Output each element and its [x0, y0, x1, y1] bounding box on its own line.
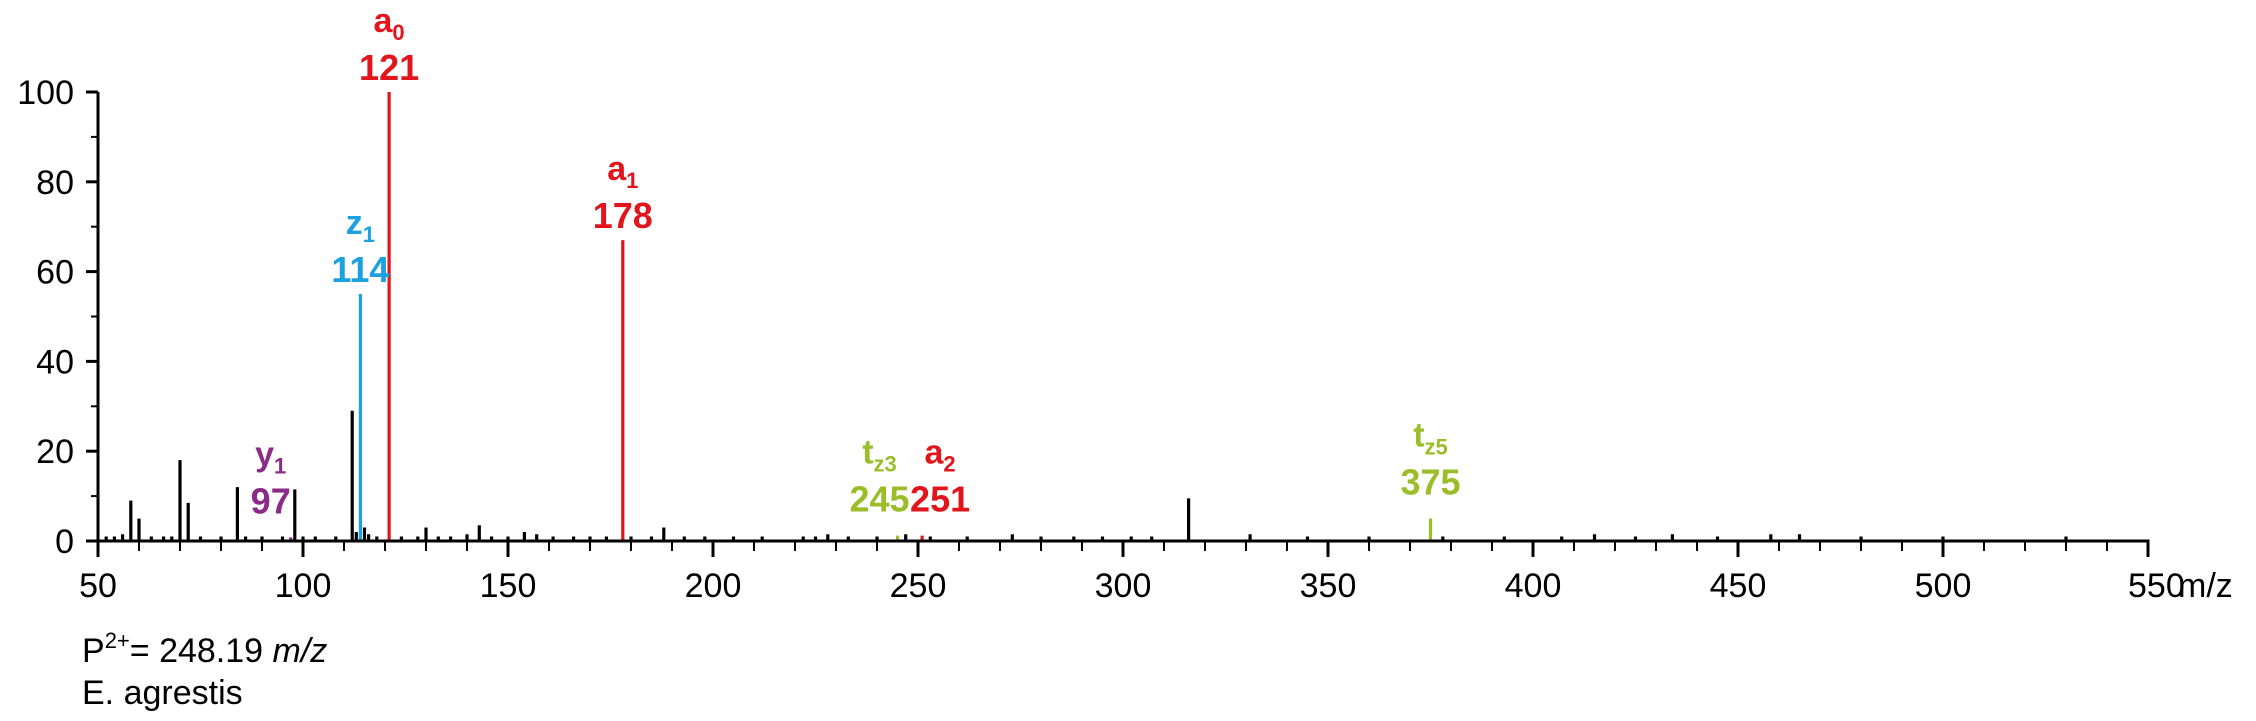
precursor-prefix: P: [82, 632, 105, 670]
ion-name: a2: [925, 434, 956, 477]
ion-mz-value: 97: [251, 480, 291, 521]
y-tick-label: 20: [36, 433, 74, 471]
ion-name: tz5: [1413, 417, 1448, 460]
ion-mz-value: 245: [849, 479, 909, 520]
ion-mz-value: 121: [359, 47, 419, 88]
labeled-peaks-layer: [289, 92, 1433, 541]
ion-mz-value: 178: [593, 195, 653, 236]
x-tick-label: 500: [1915, 567, 1972, 605]
axes-layer: 0 20 40 60 80 100 50 100 150 200 250 300 350 400 450 50…: [17, 74, 2233, 605]
peaks-layer: [104, 410, 2068, 541]
x-tick-label: 100: [275, 567, 332, 605]
ion-mz-value: 251: [910, 479, 970, 520]
x-tick-label: 550: [2128, 567, 2185, 605]
y-tick-label: 0: [55, 523, 74, 561]
x-axis-unit: m/z: [2178, 567, 2233, 605]
x-tick-label: 300: [1095, 567, 1152, 605]
x-tick-label: 400: [1505, 567, 1562, 605]
ion-name: a0: [374, 2, 405, 45]
x-tick-label: 250: [890, 567, 947, 605]
x-tick-label: 350: [1300, 567, 1357, 605]
y-tick-label: 80: [36, 164, 74, 202]
species-note: E. agrestis: [82, 674, 243, 712]
ion-mz-value: 375: [1400, 462, 1460, 503]
y-tick-label: 60: [36, 254, 74, 292]
precursor-unit: m/z: [272, 632, 328, 670]
ion-name: a1: [607, 150, 638, 193]
x-tick-label: 450: [1710, 567, 1767, 605]
ion-name: tz3: [862, 434, 897, 477]
x-tick-label: 50: [79, 567, 117, 605]
precursor-value: = 248.19: [129, 632, 273, 670]
precursor-charge: 2+: [104, 628, 130, 653]
y-tick-label: 100: [17, 74, 74, 112]
precursor-note: P2+= 248.19 m/z: [82, 628, 327, 671]
mass-spectrum-chart: 0 20 40 60 80 100 50 100 150 200 250 300 350 400 450 50…: [17, 2, 2233, 605]
ion-name: z1: [346, 204, 375, 247]
x-tick-label: 200: [685, 567, 742, 605]
ion-mz-value: 114: [331, 249, 389, 290]
ion-name: y1: [255, 435, 286, 478]
y-tick-label: 40: [36, 343, 74, 381]
x-tick-label: 150: [480, 567, 537, 605]
